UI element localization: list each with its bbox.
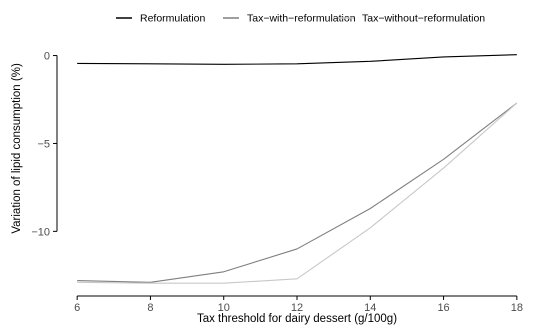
series-layer xyxy=(77,54,518,284)
x-tick-label: 12 xyxy=(291,302,303,314)
legend-label-2: Tax−with−reformulation xyxy=(247,13,356,25)
axes: 6 8 10 12 14 16 18 0 −5 −10 xyxy=(31,51,523,314)
y-tick-label: −10 xyxy=(31,226,50,238)
legend-label-1: Reformulation xyxy=(140,13,206,25)
x-tick-label: 6 xyxy=(74,302,80,314)
x-tick-label: 16 xyxy=(437,302,449,314)
x-tick-label: 10 xyxy=(218,302,230,314)
x-tick-label: 8 xyxy=(147,302,153,314)
y-axis-label: Variation of lipid consumption (%) xyxy=(11,63,23,234)
legend-label-3: Tax−without−reformulation xyxy=(362,13,485,25)
series-line-1 xyxy=(77,54,517,65)
series-line-2 xyxy=(77,102,518,283)
legend: Reformulation Tax−with−reformulation Tax−w… xyxy=(116,13,485,25)
x-tick-label: 14 xyxy=(364,302,376,314)
series-line-3 xyxy=(77,102,518,284)
x-axis-label: Tax threshold for dairy dessert (g/100g) xyxy=(197,313,397,325)
y-tick-label: −5 xyxy=(37,138,50,150)
x-tick-label: 18 xyxy=(511,302,523,314)
y-tick-label: 0 xyxy=(44,51,50,63)
